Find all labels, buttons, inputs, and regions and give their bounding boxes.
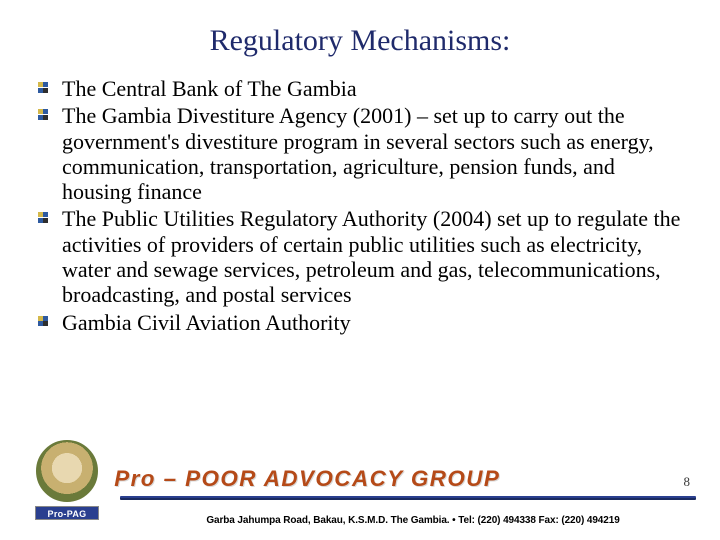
page-number: 8 [684, 474, 691, 490]
bullet-marker-icon [38, 316, 49, 327]
logo-emblem-icon [36, 440, 98, 502]
list-item: The Public Utilities Regulatory Authorit… [36, 206, 684, 307]
logo-sub-label: Pro-PAG [35, 506, 99, 520]
footer-separator [120, 496, 696, 500]
page-title: Regulatory Mechanisms: [36, 24, 684, 58]
list-item: The Gambia Divestiture Agency (2001) – s… [36, 103, 684, 204]
footer-contact: Garba Jahumpa Road, Bakau, K.S.M.D. The … [130, 515, 696, 526]
list-item-text: The Public Utilities Regulatory Authorit… [62, 206, 680, 307]
brand-text: Pro – POOR ADVOCACY GROUP [114, 466, 500, 492]
list-item: Gambia Civil Aviation Authority [36, 310, 684, 335]
bullet-marker-icon [38, 82, 49, 93]
bullet-list: The Central Bank of The Gambia The Gambi… [36, 76, 684, 335]
bullet-marker-icon [38, 109, 49, 120]
list-item-text: Gambia Civil Aviation Authority [62, 310, 351, 335]
list-item: The Central Bank of The Gambia [36, 76, 684, 101]
bullet-marker-icon [38, 212, 49, 223]
logo: Pro-PAG [28, 440, 106, 528]
slide: Regulatory Mechanisms: The Central Bank … [0, 0, 720, 540]
list-item-text: The Gambia Divestiture Agency (2001) – s… [62, 103, 654, 204]
list-item-text: The Central Bank of The Gambia [62, 76, 357, 101]
